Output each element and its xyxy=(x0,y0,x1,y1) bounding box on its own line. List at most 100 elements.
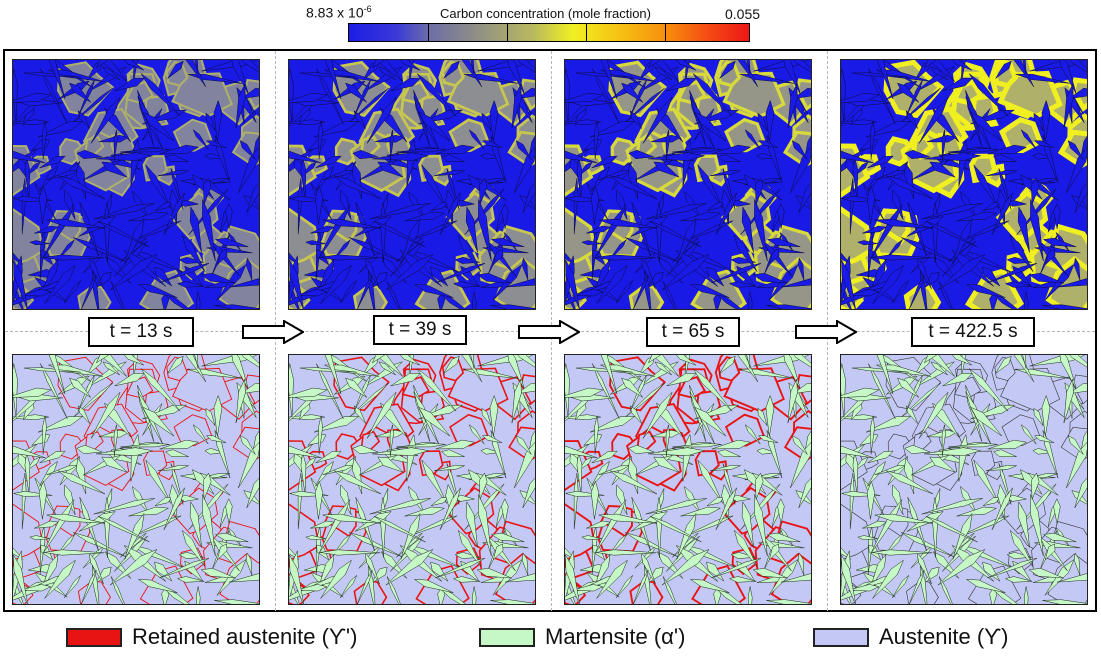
martensite-lath xyxy=(777,203,785,229)
martensite-lath xyxy=(904,444,931,454)
martensite-lath xyxy=(371,152,429,161)
martensite-lath xyxy=(594,120,599,160)
martensite-lath xyxy=(872,264,904,304)
martensite-lath xyxy=(992,449,1017,457)
carbon-map xyxy=(12,59,260,310)
austenite-grain xyxy=(564,502,596,562)
martensite-lath xyxy=(1022,354,1027,369)
martensite-lath xyxy=(211,536,240,572)
martensite-lath xyxy=(572,584,604,592)
martensite-lath xyxy=(904,149,931,159)
martensite-lath xyxy=(289,554,305,605)
martensite-lath xyxy=(377,161,404,178)
austenite-grain xyxy=(334,137,364,166)
martensite-lath xyxy=(948,148,998,153)
martensite-lath xyxy=(42,415,47,455)
martensite-lath xyxy=(216,543,228,561)
martensite-lath xyxy=(629,405,643,424)
martensite-lath xyxy=(840,119,877,126)
martensite-lath xyxy=(1012,354,1035,383)
martensite-lath xyxy=(421,459,447,504)
colorbar-tick xyxy=(586,24,587,41)
martensite-lath xyxy=(897,82,919,103)
martensite-lath xyxy=(439,487,461,531)
martensite-lath xyxy=(318,415,323,455)
martensite-lath xyxy=(12,387,52,398)
martensite-lath xyxy=(586,520,611,529)
martensite-lath xyxy=(374,221,426,248)
martensite-lath xyxy=(313,415,360,433)
legend-item-martensite: Martensite (α') xyxy=(479,624,685,650)
martensite-lath xyxy=(573,178,579,235)
martensite-lath xyxy=(521,552,529,576)
martensite-lath xyxy=(371,354,386,364)
martensite-lath xyxy=(763,241,792,277)
martensite-lath xyxy=(413,283,454,298)
martensite-lath xyxy=(299,72,357,78)
martensite-lath xyxy=(46,169,79,181)
martensite-lath xyxy=(490,237,525,248)
martensite-lath xyxy=(565,554,581,605)
martensite-lath xyxy=(124,217,145,265)
martensite-lath xyxy=(970,111,1003,142)
martensite-lath xyxy=(1068,354,1088,369)
martensite-lath xyxy=(23,72,81,78)
martensite-lath xyxy=(214,532,249,543)
martensite-lath xyxy=(358,545,381,569)
martensite-lath xyxy=(314,480,324,520)
martensite-lath xyxy=(1006,199,1027,207)
martensite-lath xyxy=(137,283,178,298)
martensite-lath xyxy=(476,273,512,284)
legend-item-austenite: Austenite (ϒ) xyxy=(813,624,1009,650)
martensite-lath xyxy=(345,377,367,398)
martensite-lath xyxy=(40,68,68,124)
martensite-lath xyxy=(680,211,722,222)
martensite-lath xyxy=(216,248,228,266)
martensite-lath xyxy=(468,423,485,445)
martensite-lath xyxy=(848,584,880,592)
colorbar-max-label: 0.055 xyxy=(725,6,761,22)
martensite-lath xyxy=(100,354,127,377)
martensite-lath xyxy=(430,266,449,287)
martensite-lath xyxy=(647,354,662,364)
martensite-lath xyxy=(968,73,1009,117)
martensite-lath xyxy=(416,368,457,412)
martensite-lath xyxy=(661,254,710,291)
austenite-grain xyxy=(840,503,872,561)
martensite-lath xyxy=(1074,476,1088,509)
martensite-lath xyxy=(385,254,434,291)
martensite-lath xyxy=(154,497,173,506)
martensite-lath xyxy=(516,354,536,369)
martensite-lath xyxy=(296,584,328,592)
martensite-lath xyxy=(492,543,504,561)
martensite-lath xyxy=(452,281,481,288)
martensite-lath xyxy=(777,498,785,524)
martensite-lath xyxy=(390,78,421,92)
martensite-lath xyxy=(1004,281,1033,288)
martensite-lath xyxy=(840,387,880,398)
martensite-lath xyxy=(229,572,260,583)
martensite-lath xyxy=(973,459,999,504)
martensite-lath xyxy=(710,464,741,472)
martensite-lath xyxy=(225,203,233,229)
martensite-lath xyxy=(310,520,335,529)
martensite-lath xyxy=(324,354,342,395)
martensite-lath xyxy=(145,164,171,209)
martensite-lath xyxy=(195,586,201,605)
martensite-lath xyxy=(145,459,171,504)
martensite-lath xyxy=(791,435,808,455)
martensite-lath xyxy=(479,472,488,500)
martensite-lath xyxy=(645,498,707,515)
martensite-lath xyxy=(797,552,805,576)
martensite-lath xyxy=(621,377,643,398)
martensite-lath xyxy=(781,572,812,583)
martensite-lath xyxy=(34,520,59,529)
martensite-lath xyxy=(82,250,105,274)
martensite-lath xyxy=(1053,498,1061,524)
martensite-lath xyxy=(90,392,121,439)
austenite-grain xyxy=(12,207,45,267)
martensite-lath xyxy=(728,576,757,583)
martensite-lath xyxy=(288,414,325,421)
martensite-lath xyxy=(369,203,431,220)
martensite-lath xyxy=(866,480,876,520)
